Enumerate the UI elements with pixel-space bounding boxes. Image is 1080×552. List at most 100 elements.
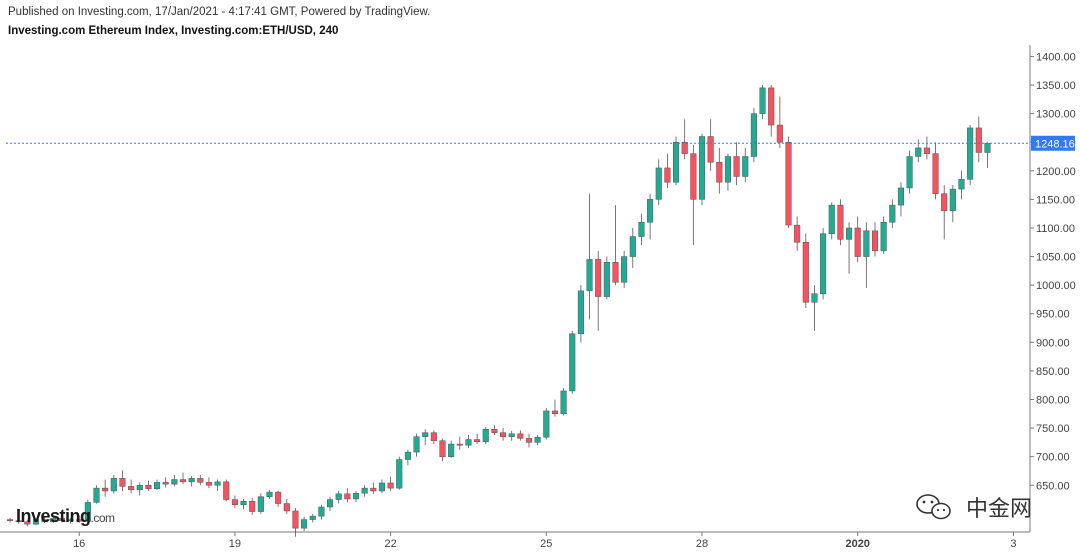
candle xyxy=(975,116,982,163)
candle-body xyxy=(863,230,870,257)
candle xyxy=(742,147,749,183)
candle xyxy=(802,233,809,309)
candle-body xyxy=(275,491,282,504)
candle-body xyxy=(785,141,792,226)
candle xyxy=(750,107,757,163)
price-axis[interactable]: 650.00 700.00 750.00 800.00 850.00 900.00 950.… xyxy=(1030,51,1076,492)
candle-body xyxy=(811,293,818,303)
candle xyxy=(690,145,697,246)
candle xyxy=(569,330,576,394)
candle xyxy=(543,408,550,440)
candle xyxy=(638,213,645,246)
logo-suffix: .com xyxy=(91,511,116,525)
candle-body xyxy=(84,502,91,522)
candle-body xyxy=(577,290,584,334)
candle xyxy=(932,142,939,200)
candle xyxy=(102,479,109,497)
candle-body xyxy=(249,501,256,512)
candle-body xyxy=(361,487,368,494)
candle-body xyxy=(370,487,377,492)
candle-body xyxy=(975,127,982,153)
candle-body xyxy=(352,493,360,500)
candle-body xyxy=(240,501,247,505)
candle-body xyxy=(214,481,221,486)
candle xyxy=(897,182,905,217)
time-axis[interactable]: 16192225282020369121518 xyxy=(73,532,1080,550)
candle-body xyxy=(171,479,178,485)
candle xyxy=(430,430,437,445)
candle xyxy=(967,125,974,186)
candle-body xyxy=(145,485,152,489)
candle xyxy=(370,482,377,494)
candle-body xyxy=(716,161,723,183)
candle-body xyxy=(102,487,109,492)
candle xyxy=(794,216,801,251)
candle-body xyxy=(448,443,455,457)
candle xyxy=(923,136,930,160)
candle-body xyxy=(422,432,429,437)
candle xyxy=(681,119,688,160)
candle-body xyxy=(595,259,602,297)
candle-body xyxy=(629,236,636,257)
candle-body xyxy=(223,481,230,500)
candle xyxy=(67,517,74,524)
candle-body xyxy=(543,410,550,438)
candle xyxy=(958,170,965,200)
candle-body xyxy=(41,519,48,523)
price-tick-label: 650.00 xyxy=(1036,480,1070,492)
candle-body xyxy=(387,482,394,489)
candle xyxy=(84,499,91,523)
price-tick-label: 750.00 xyxy=(1036,423,1070,435)
price-tick-label: 850.00 xyxy=(1036,366,1070,378)
candle xyxy=(361,485,368,497)
price-tick-label: 1150.00 xyxy=(1036,194,1075,206)
candle-body xyxy=(283,503,290,512)
candle-body xyxy=(231,499,238,505)
candle-body xyxy=(188,478,195,483)
candle xyxy=(785,136,792,228)
candle-body xyxy=(551,410,559,415)
candle-body xyxy=(698,136,706,200)
last-price-label: 1248.16 xyxy=(1035,138,1075,150)
candle-body xyxy=(889,204,896,223)
candle-body xyxy=(136,485,143,491)
candle xyxy=(223,479,230,502)
time-tick-label: 25 xyxy=(540,538,552,550)
candle xyxy=(439,438,446,462)
price-tick-label: 1350.00 xyxy=(1036,80,1076,92)
candle xyxy=(984,142,991,168)
plot-frame xyxy=(0,45,1031,533)
candle xyxy=(837,199,844,246)
candle-body xyxy=(621,256,628,283)
candle xyxy=(871,222,879,257)
candle-body xyxy=(396,459,403,489)
candle xyxy=(6,517,14,523)
candle-body xyxy=(456,443,463,446)
candle xyxy=(525,433,533,448)
candle xyxy=(50,516,57,523)
candle xyxy=(32,518,40,526)
candle xyxy=(171,474,178,487)
candle-body xyxy=(301,519,308,529)
candle xyxy=(949,185,956,223)
candle-body xyxy=(647,199,654,223)
chart-title: Investing.com Ethereum Index, Investing.… xyxy=(8,25,339,37)
candle-body xyxy=(205,482,212,486)
price-tick-label: 950.00 xyxy=(1036,309,1070,321)
candle xyxy=(231,495,238,509)
candle-body xyxy=(871,230,879,252)
candle-body xyxy=(335,493,342,500)
candle xyxy=(110,474,117,494)
candle-body xyxy=(474,439,481,443)
candle-body xyxy=(309,515,316,520)
candle-body xyxy=(292,510,299,529)
candle-body xyxy=(24,521,31,525)
candle-body xyxy=(58,518,65,521)
candle xyxy=(828,202,835,240)
candle-body xyxy=(257,496,264,512)
wechat-icon xyxy=(916,494,951,520)
candle xyxy=(58,516,65,523)
candle xyxy=(655,159,662,206)
candle xyxy=(508,430,515,441)
